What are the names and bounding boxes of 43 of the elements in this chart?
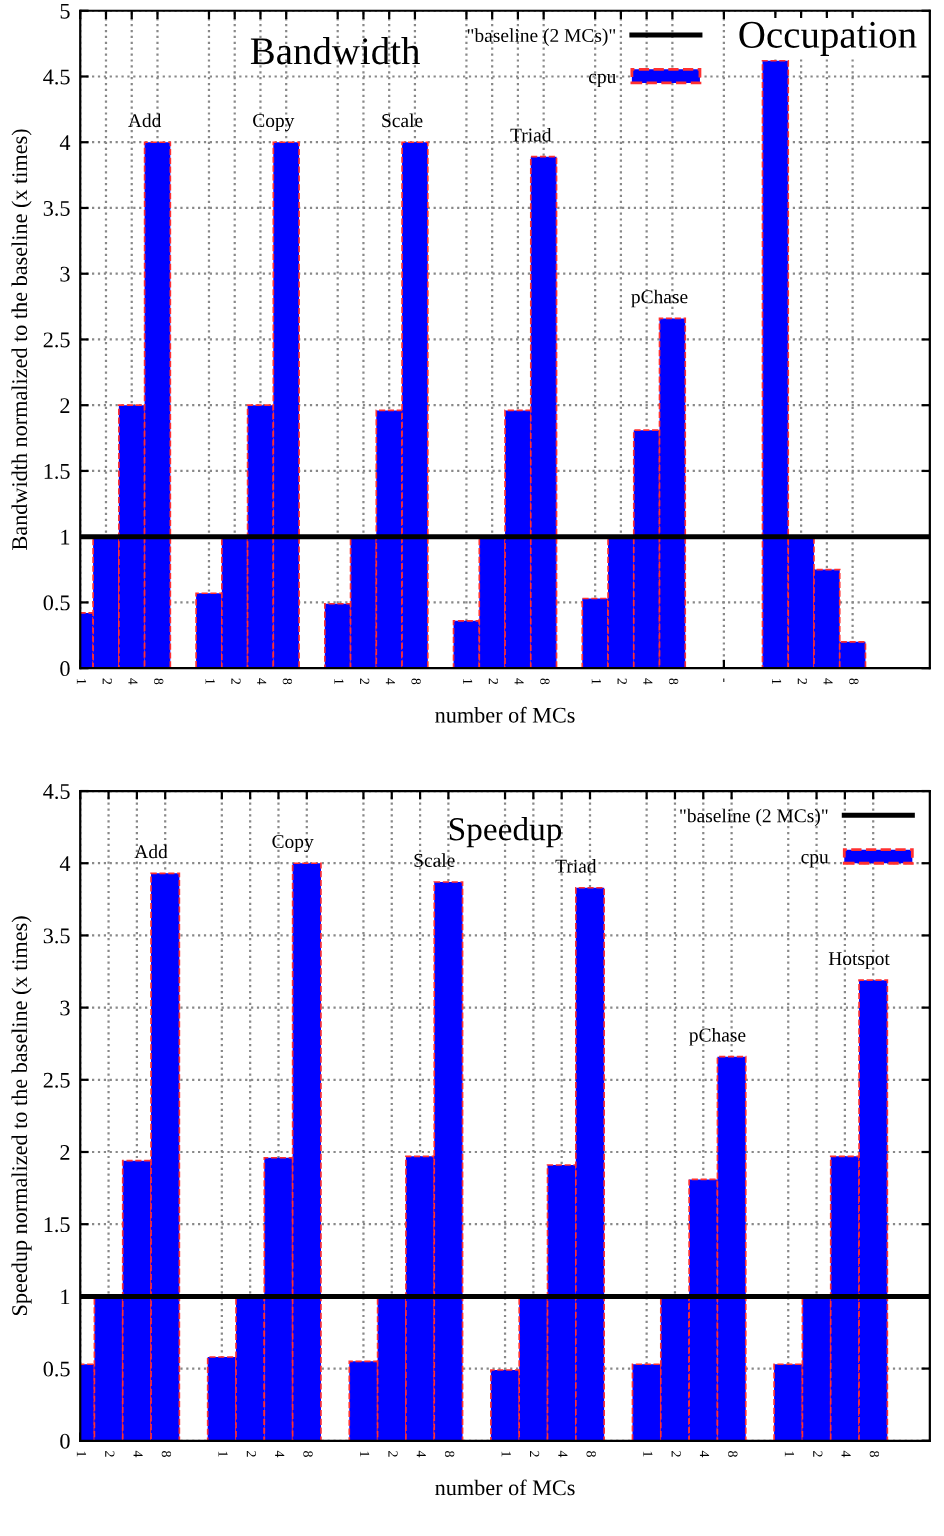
text: Speedup xyxy=(449,817,562,848)
y-tick-label: 1 xyxy=(61,529,70,545)
y-tick-label: 3 xyxy=(60,1000,70,1016)
y-tick-label: 1 xyxy=(61,1289,70,1305)
annotation: pChase xyxy=(631,289,688,308)
annotation: Scale xyxy=(414,853,455,867)
annotation: Copy xyxy=(253,114,295,132)
y-tick-label: 2 xyxy=(60,1144,70,1160)
annotation: pChase xyxy=(689,1027,746,1046)
y-tick-label: 3.5 xyxy=(43,928,70,944)
legend-label: "baseline (2 MCs)" xyxy=(467,28,616,46)
y-axis-title: Bandwidth normalized to the baseline (x times) xyxy=(11,129,32,550)
annotation: Triad xyxy=(510,127,552,142)
y-tick-label: 2 xyxy=(60,398,70,413)
annotation: Scale xyxy=(382,113,423,128)
y-tick-label: 4 xyxy=(59,135,71,150)
annotation: Occupation xyxy=(739,21,917,56)
y-tick-label: 4 xyxy=(59,856,71,871)
y-tick-label: 0.5 xyxy=(43,595,70,611)
x-axis-title: number of MCs xyxy=(435,706,575,723)
y-tick-label: 3.5 xyxy=(43,200,70,216)
y-tick-label: 4.5 xyxy=(43,784,70,800)
y-tick-label: 3 xyxy=(60,266,70,282)
annotation: Copy xyxy=(272,835,314,853)
y-tick-label: 1.5 xyxy=(44,463,70,479)
legend-label: cpu xyxy=(801,854,829,868)
text: Bandwidth xyxy=(250,37,420,65)
y-tick-label: 0 xyxy=(60,661,70,677)
legend-label: "baseline (2 MCs)" xyxy=(680,808,828,827)
annotation: Hotspot xyxy=(828,952,890,970)
y-tick-label: 0.5 xyxy=(43,1361,70,1377)
y-tick-label: 0 xyxy=(60,1433,70,1449)
legend-label: cpu xyxy=(588,73,616,88)
annotation: Triad xyxy=(555,859,597,873)
x-axis-title: number of MCs xyxy=(435,1479,575,1496)
y-axis-title: Speedup normalized to the baseline (x times) xyxy=(11,916,32,1315)
annotation: Add xyxy=(128,113,162,128)
annotation: Add xyxy=(134,844,168,859)
y-tick-label: 4.5 xyxy=(43,69,70,85)
y-tick-label: 2.5 xyxy=(43,332,70,348)
y-tick-label: 5 xyxy=(60,3,70,19)
y-tick-label: 2.5 xyxy=(43,1072,70,1088)
y-tick-label: 1.5 xyxy=(44,1217,70,1233)
